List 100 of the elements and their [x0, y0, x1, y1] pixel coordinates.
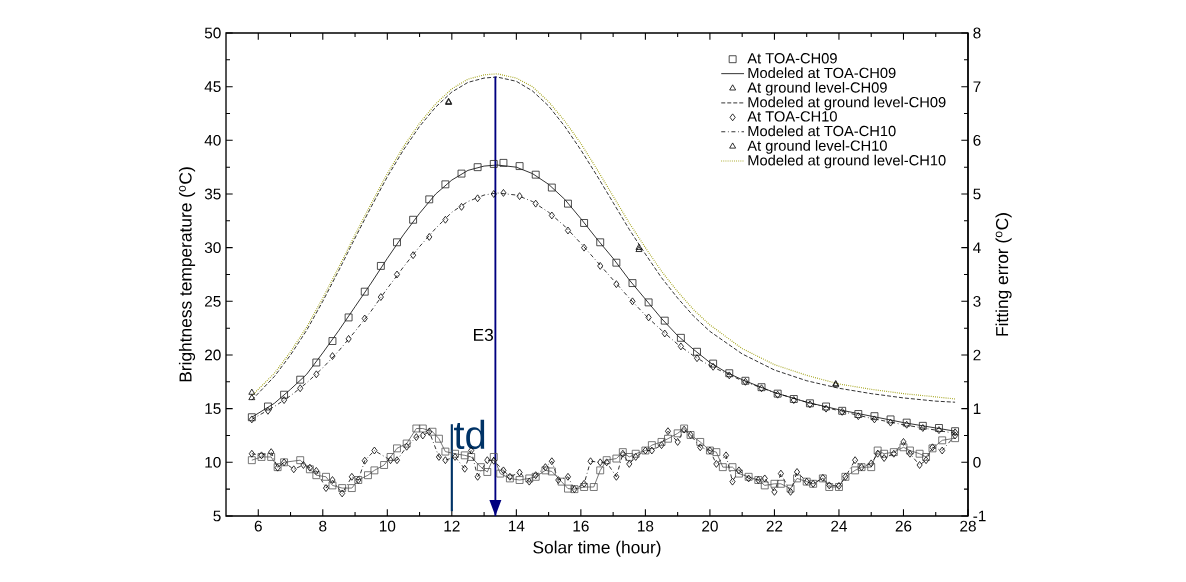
point — [376, 262, 385, 270]
point — [500, 189, 507, 197]
point — [564, 199, 572, 208]
y2-tick-label: 3 — [973, 295, 981, 307]
point — [596, 238, 605, 247]
point — [660, 316, 669, 325]
y-tick-label: 25 — [205, 295, 221, 307]
y2-tick-label: 1 — [973, 403, 981, 414]
x-tick-label: 28 — [960, 520, 976, 532]
point — [677, 333, 685, 342]
point — [442, 215, 449, 224]
point — [281, 396, 288, 404]
point — [425, 195, 434, 204]
y-tick-label: 20 — [205, 349, 221, 361]
point — [645, 313, 652, 322]
y-tick-label: 30 — [204, 242, 221, 254]
y-tick-label: 45 — [204, 81, 221, 93]
y-tick-label: 10 — [205, 456, 221, 468]
point — [264, 402, 272, 411]
point — [629, 297, 636, 306]
legend-label: At TOA-CH09 — [747, 53, 837, 64]
point — [457, 169, 466, 178]
y2-tick-label: 0 — [973, 456, 981, 468]
legend-label: Modeled at ground level-CH10 — [748, 154, 946, 169]
legend-label: At ground level-CH10 — [747, 140, 887, 154]
y-axis-title: Brightness temperature ($^{o}$C) — [178, 167, 196, 382]
point — [264, 406, 271, 415]
point — [410, 251, 417, 260]
point — [693, 347, 701, 356]
point — [597, 262, 604, 270]
point — [297, 384, 304, 393]
point — [547, 183, 556, 192]
point — [313, 370, 320, 379]
y2-tick-label: 5 — [973, 188, 981, 200]
point — [458, 203, 465, 211]
point — [441, 180, 450, 189]
point — [393, 270, 400, 279]
x-tick-label: 24 — [831, 520, 848, 532]
point — [677, 342, 684, 351]
point — [581, 243, 588, 252]
point — [612, 258, 621, 267]
legend-label: At TOA-CH10 — [747, 111, 837, 122]
y-tick-label: 35 — [204, 188, 221, 200]
y2-axis-title: Fitting error ($^{o}$C) — [995, 213, 1012, 336]
x-tick-label: 22 — [766, 520, 783, 532]
y-tick-label: 40 — [204, 134, 221, 146]
x-tick-label: 12 — [444, 520, 460, 532]
x-tick-label: 20 — [702, 520, 718, 532]
point — [490, 190, 497, 198]
point — [426, 233, 433, 241]
point — [361, 314, 368, 323]
legend-label: At ground level-CH09 — [747, 81, 887, 96]
y2-tick-label: -1 — [973, 510, 986, 522]
point — [280, 390, 288, 399]
x-tick-label: 26 — [895, 520, 912, 532]
x-tick-label: 14 — [509, 520, 525, 532]
y2-tick-label: 6 — [973, 134, 981, 146]
x-tick-label: 18 — [638, 520, 654, 532]
point — [580, 219, 588, 227]
point — [644, 298, 653, 307]
point — [345, 335, 352, 343]
x-tick-label: 10 — [379, 520, 396, 532]
point — [329, 352, 336, 360]
point — [393, 238, 401, 247]
point — [473, 163, 482, 172]
y-tick-label: 5 — [213, 510, 221, 522]
point — [248, 388, 256, 395]
legend-label: Modeled at TOA-CH09 — [748, 67, 896, 79]
point — [564, 226, 571, 235]
y2-tick-label: 7 — [973, 81, 981, 92]
legend-label: Modeled at ground level-CH09 — [748, 96, 946, 111]
point — [409, 215, 417, 224]
point — [532, 199, 539, 208]
point — [661, 329, 668, 338]
point — [360, 287, 369, 296]
point — [489, 160, 498, 168]
point — [628, 279, 637, 287]
x-tick-label: 16 — [573, 520, 589, 532]
point — [499, 159, 508, 167]
x-axis-title: Solar time (hour) — [533, 540, 661, 557]
y2-tick-label: 4 — [973, 242, 981, 253]
point — [515, 162, 524, 170]
ref-line-label: td — [454, 419, 485, 450]
point — [516, 192, 523, 201]
y-tick-label: 15 — [205, 403, 221, 414]
y2-tick-label: 2 — [973, 349, 981, 361]
point — [694, 354, 701, 363]
point — [296, 375, 305, 384]
point — [531, 170, 540, 179]
point — [328, 337, 337, 345]
y2-tick-label: 8 — [973, 27, 981, 39]
x-tick-label: 6 — [254, 520, 262, 532]
legend-label: Modeled at TOA-CH10 — [748, 125, 896, 137]
point — [312, 358, 321, 367]
point — [248, 394, 256, 401]
point — [474, 194, 481, 203]
y-tick-label: 50 — [204, 27, 221, 39]
point — [613, 280, 620, 289]
point — [548, 211, 555, 220]
point — [344, 313, 353, 322]
